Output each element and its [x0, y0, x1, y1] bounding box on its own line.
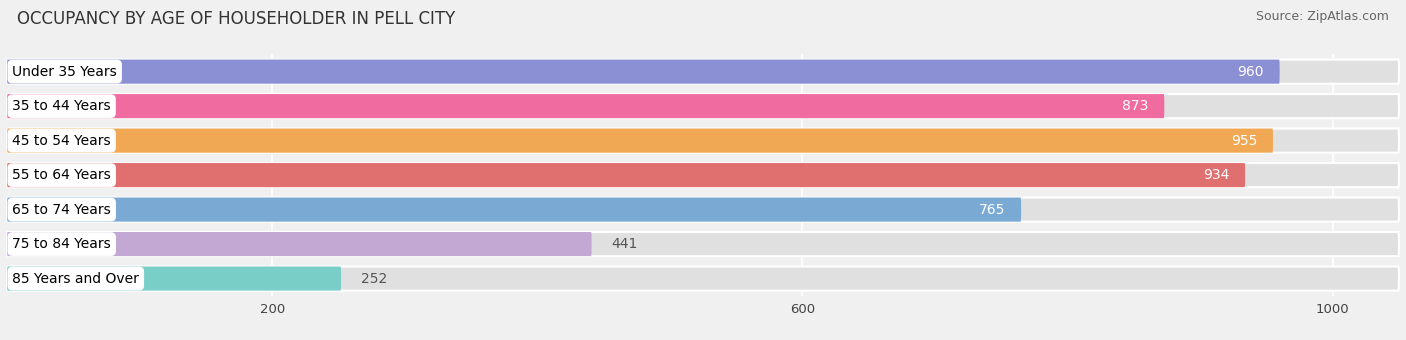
- Text: 441: 441: [612, 237, 638, 251]
- FancyBboxPatch shape: [7, 94, 1399, 118]
- Text: 55 to 64 Years: 55 to 64 Years: [13, 168, 111, 182]
- FancyBboxPatch shape: [7, 129, 1399, 153]
- Text: OCCUPANCY BY AGE OF HOUSEHOLDER IN PELL CITY: OCCUPANCY BY AGE OF HOUSEHOLDER IN PELL …: [17, 10, 456, 28]
- Text: 765: 765: [979, 203, 1005, 217]
- FancyBboxPatch shape: [7, 59, 1279, 84]
- FancyBboxPatch shape: [7, 94, 1164, 118]
- Text: 65 to 74 Years: 65 to 74 Years: [13, 203, 111, 217]
- Text: 873: 873: [1122, 99, 1149, 113]
- FancyBboxPatch shape: [7, 129, 1272, 153]
- Text: 252: 252: [361, 272, 387, 286]
- Text: 960: 960: [1237, 65, 1264, 79]
- FancyBboxPatch shape: [7, 232, 1399, 256]
- FancyBboxPatch shape: [7, 198, 1021, 222]
- FancyBboxPatch shape: [7, 163, 1246, 187]
- FancyBboxPatch shape: [7, 59, 1399, 84]
- Text: Under 35 Years: Under 35 Years: [13, 65, 117, 79]
- FancyBboxPatch shape: [7, 232, 592, 256]
- Text: 934: 934: [1204, 168, 1229, 182]
- Text: 75 to 84 Years: 75 to 84 Years: [13, 237, 111, 251]
- Text: Source: ZipAtlas.com: Source: ZipAtlas.com: [1256, 10, 1389, 23]
- Text: 955: 955: [1230, 134, 1257, 148]
- Text: 45 to 54 Years: 45 to 54 Years: [13, 134, 111, 148]
- Text: 35 to 44 Years: 35 to 44 Years: [13, 99, 111, 113]
- FancyBboxPatch shape: [7, 163, 1399, 187]
- FancyBboxPatch shape: [7, 198, 1399, 222]
- FancyBboxPatch shape: [7, 267, 342, 291]
- Text: 85 Years and Over: 85 Years and Over: [13, 272, 139, 286]
- FancyBboxPatch shape: [7, 267, 1399, 291]
